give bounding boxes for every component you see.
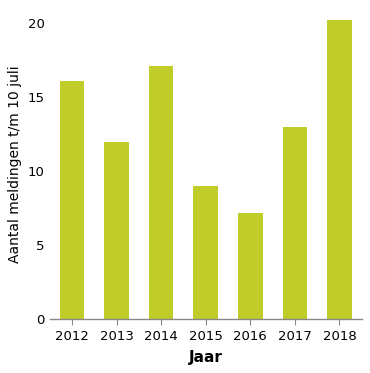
Bar — [194, 186, 218, 319]
Bar — [149, 66, 174, 319]
Y-axis label: Aantal meldingen t/m 10 juli: Aantal meldingen t/m 10 juli — [9, 65, 22, 263]
X-axis label: Jaar: Jaar — [189, 350, 223, 365]
Bar — [60, 81, 84, 319]
Bar — [327, 20, 351, 319]
Bar — [104, 142, 129, 319]
Bar — [238, 213, 263, 319]
Bar — [283, 127, 307, 319]
